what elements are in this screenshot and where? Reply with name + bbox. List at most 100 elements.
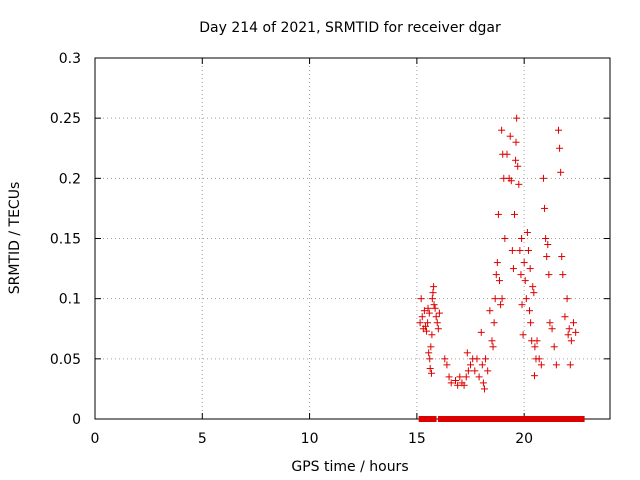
data-point	[489, 343, 497, 351]
data-point	[529, 283, 537, 291]
data-point	[423, 327, 431, 335]
data-point	[484, 367, 492, 375]
axis-ticks: 0 5 10 15 20 0 0.05 0.1 0.15 0.2 0.25 0.3	[50, 51, 610, 447]
data-point	[528, 416, 534, 422]
data-point	[431, 304, 439, 312]
y-tick-label: 0.2	[59, 171, 81, 187]
data-point	[549, 416, 555, 422]
data-point	[555, 126, 562, 134]
data-point	[521, 277, 529, 285]
data-point	[454, 381, 462, 389]
data-point	[491, 295, 499, 303]
data-point	[495, 277, 503, 285]
data-point	[523, 416, 529, 422]
data-point	[561, 313, 569, 321]
data-point	[509, 265, 517, 273]
data-point	[422, 416, 428, 422]
data-point	[556, 144, 564, 152]
data-point	[492, 271, 500, 279]
data-point	[463, 416, 469, 422]
data-point	[425, 349, 433, 357]
data-point	[562, 416, 568, 422]
x-tick-label: 15	[408, 431, 426, 447]
data-point	[513, 114, 521, 122]
data-point	[459, 416, 465, 422]
data-point	[463, 349, 471, 357]
data-point	[424, 319, 432, 327]
data-point	[427, 416, 433, 422]
data-point	[468, 416, 474, 422]
data-point	[493, 259, 501, 267]
data-point	[550, 343, 558, 351]
data-point	[552, 361, 560, 369]
data-point	[472, 416, 478, 422]
data-point	[479, 379, 487, 387]
plot-frame	[94, 57, 611, 420]
data-point	[427, 343, 435, 351]
data-point	[502, 416, 508, 422]
data-point	[566, 361, 574, 369]
data-point	[526, 307, 534, 315]
data-point	[488, 337, 496, 345]
data-point	[447, 379, 455, 387]
x-tick-label: 20	[515, 431, 533, 447]
data-point	[464, 367, 472, 375]
data-point	[425, 309, 433, 317]
data-point	[478, 361, 486, 369]
data-point	[543, 253, 551, 261]
data-point	[522, 295, 530, 303]
data-point	[520, 259, 528, 267]
data-point	[553, 416, 559, 422]
data-point	[494, 210, 502, 218]
data-point	[530, 372, 538, 380]
data-point	[546, 319, 554, 327]
y-tick-label: 0.1	[59, 292, 81, 308]
data-point	[531, 343, 539, 351]
data-point	[545, 416, 551, 422]
data-point	[559, 271, 567, 279]
data-point	[579, 416, 585, 422]
data-point	[455, 416, 461, 422]
data-point	[523, 228, 531, 236]
data-point	[485, 416, 491, 422]
data-point	[432, 313, 440, 321]
data-point	[462, 373, 470, 381]
data-point	[530, 289, 538, 297]
data-point	[446, 416, 452, 422]
data-point	[421, 322, 429, 330]
data-point	[519, 331, 527, 339]
data-point	[431, 416, 437, 422]
data-point	[545, 271, 553, 279]
data-point	[473, 355, 481, 363]
data-point	[572, 328, 580, 336]
data-point	[442, 416, 448, 422]
data-point	[498, 416, 504, 422]
data-point	[539, 174, 547, 182]
data-point	[460, 381, 468, 389]
data-point	[489, 416, 495, 422]
data-point	[429, 289, 437, 297]
data-point	[480, 385, 488, 393]
data-point	[456, 373, 464, 381]
y-tick-label: 0.25	[50, 111, 81, 127]
data-point	[515, 416, 521, 422]
data-point	[490, 319, 498, 327]
x-tick-label: 10	[301, 431, 319, 447]
data-point	[512, 138, 520, 146]
data-point	[450, 416, 456, 422]
data-point	[527, 319, 535, 327]
data-point	[420, 307, 428, 315]
data-point	[514, 162, 522, 170]
data-point	[493, 416, 499, 422]
data-point	[482, 355, 490, 363]
data-point	[418, 416, 424, 422]
x-axis-label: GPS time / hours	[291, 459, 408, 475]
chart-title: Day 214 of 2021, SRMTID for receiver dga…	[199, 20, 501, 36]
data-point	[518, 235, 526, 242]
data-point	[537, 361, 545, 369]
data-point	[540, 416, 546, 422]
data-point	[433, 319, 441, 327]
data-point	[524, 247, 532, 255]
data-point	[498, 295, 506, 303]
